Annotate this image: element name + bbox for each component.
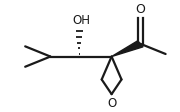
Text: O: O: [136, 3, 145, 16]
Text: O: O: [107, 97, 116, 110]
Polygon shape: [112, 41, 143, 57]
Text: OH: OH: [72, 14, 90, 27]
